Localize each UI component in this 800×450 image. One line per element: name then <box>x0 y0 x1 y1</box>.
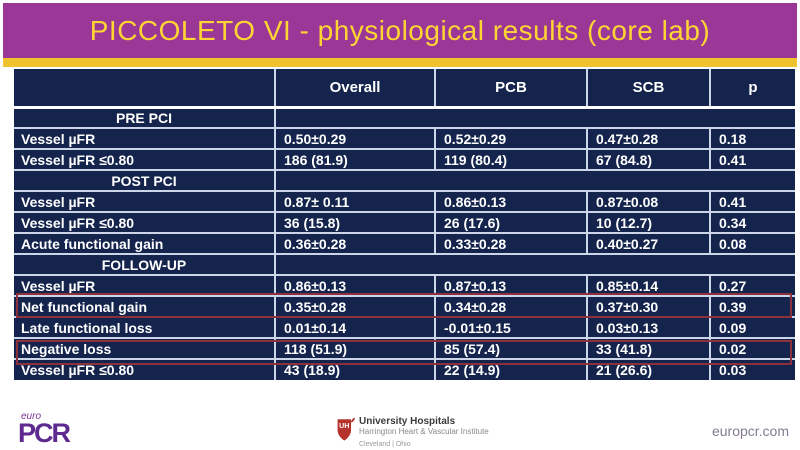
table-cell: 26 (17.6) <box>434 211 588 234</box>
page-title: PICCOLETO VI - physiological results (co… <box>89 14 711 46</box>
table-cell: 0.41 <box>709 190 795 213</box>
uh-shield-icon: UH <box>337 417 355 441</box>
table-cell: 0.85±0.14 <box>586 274 711 297</box>
table-cell: 0.18 <box>709 127 795 150</box>
table-cell: 0.35±0.28 <box>274 295 436 318</box>
row-label: Vessel µFR ≤0.80 <box>14 148 276 171</box>
table-cell: 0.03±0.13 <box>586 316 711 339</box>
svg-text:UH: UH <box>339 422 349 430</box>
table-cell: 0.87±0.08 <box>586 190 711 213</box>
row-label: FOLLOW-UP <box>14 253 276 276</box>
section-spacer-cell <box>274 253 795 276</box>
table-cell: 0.36±0.28 <box>274 232 436 255</box>
row-label: Vessel µFR <box>14 274 276 297</box>
table-header-row: Overall PCB SCB p <box>14 69 795 109</box>
europcr-website-text: europcr.com <box>711 423 789 439</box>
uh-logo-line1: University Hospitals <box>359 416 456 427</box>
table-cell: 118 (51.9) <box>274 337 436 360</box>
table-cell: 0.50±0.29 <box>274 127 436 150</box>
table-row: Vessel µFR ≤0.80 43 (18.9) 22 (14.9) 21 (26… <box>14 358 795 380</box>
row-label: POST PCI <box>14 169 276 192</box>
gold-divider <box>3 58 797 67</box>
table-cell: 0.09 <box>709 316 795 339</box>
table-cell: -0.01±0.15 <box>434 316 588 339</box>
europcr-logo-euro-text: euro <box>21 411 42 422</box>
table-cell: 21 (26.6) <box>586 358 711 380</box>
uh-logo-text: University Hospitals Harrington Heart & … <box>359 416 489 448</box>
row-label: Acute functional gain <box>14 232 276 255</box>
table-cell: 85 (57.4) <box>434 337 588 360</box>
university-hospitals-logo: UH University Hospitals Harrington Heart… <box>336 416 489 448</box>
table-cell: 0.03 <box>709 358 795 380</box>
table-row: Negative loss 118 (51.9) 85 (57.4) 33 (41.8… <box>14 337 795 360</box>
results-table: Overall PCB SCB p PRE PCI Vessel µFR 0.50±… <box>14 69 795 380</box>
section-header-row: PRE PCI <box>14 106 795 129</box>
section-header-row: FOLLOW-UP <box>14 253 795 276</box>
table-cell: 0.34±0.28 <box>434 295 588 318</box>
table-cell: 10 (12.7) <box>586 211 711 234</box>
table-cell: 0.40±0.27 <box>586 232 711 255</box>
table-cell: 22 (14.9) <box>434 358 588 380</box>
col-header-overall: Overall <box>274 69 436 109</box>
col-header-p: p <box>709 69 795 109</box>
table-row: Vessel µFR 0.87± 0.11 0.86±0.13 0.87±0.08 0.… <box>14 190 795 213</box>
row-label: Vessel µFR ≤0.80 <box>14 358 276 380</box>
table-cell: 0.86±0.13 <box>274 274 436 297</box>
table-cell: 186 (81.9) <box>274 148 436 171</box>
table-cell: 33 (41.8) <box>586 337 711 360</box>
col-header-pcb: PCB <box>434 69 588 109</box>
row-label: PRE PCI <box>14 106 276 129</box>
table-cell: 119 (80.4) <box>434 148 588 171</box>
table-cell: 0.01±0.14 <box>274 316 436 339</box>
table-cell: 67 (84.8) <box>586 148 711 171</box>
table-cell: 0.37±0.30 <box>586 295 711 318</box>
table-cell: 0.39 <box>709 295 795 318</box>
table-row: Vessel µFR 0.86±0.13 0.87±0.13 0.85±0.14 0.2… <box>14 274 795 297</box>
table-cell: 0.34 <box>709 211 795 234</box>
section-spacer-cell <box>274 169 795 192</box>
row-label: Late functional loss <box>14 316 276 339</box>
europcr-logo-pcr-text: PCR <box>18 418 71 448</box>
row-label: Vessel µFR <box>14 190 276 213</box>
section-header-row: POST PCI <box>14 169 795 192</box>
table-cell: 0.33±0.28 <box>434 232 588 255</box>
table-row: Acute functional gain 0.36±0.28 0.33±0.28 0… <box>14 232 795 255</box>
table-cell: 0.86±0.13 <box>434 190 588 213</box>
table-cell: 0.87± 0.11 <box>274 190 436 213</box>
table-row: Vessel µFR ≤0.80 186 (81.9) 119 (80.4) 67 (… <box>14 148 795 171</box>
table-cell: 0.08 <box>709 232 795 255</box>
table-row: Late functional loss 0.01±0.14 -0.01±0.15 0… <box>14 316 795 339</box>
slide-title-banner: PICCOLETO VI - physiological results (co… <box>3 3 797 58</box>
table-row: Vessel µFR 0.50±0.29 0.52±0.29 0.47±0.28 0.1… <box>14 127 795 150</box>
row-label: Negative loss <box>14 337 276 360</box>
table-cell: 0.41 <box>709 148 795 171</box>
table-cell: 0.52±0.29 <box>434 127 588 150</box>
col-header-empty <box>14 69 276 109</box>
table-cell: 0.02 <box>709 337 795 360</box>
row-label: Net functional gain <box>14 295 276 318</box>
col-header-scb: SCB <box>586 69 711 109</box>
table-body: PRE PCI Vessel µFR 0.50±0.29 0.52±0.29 0.47±… <box>14 106 795 380</box>
table-cell: 36 (15.8) <box>274 211 436 234</box>
europcr-logo: euro PCR <box>18 411 71 448</box>
row-label: Vessel µFR <box>14 127 276 150</box>
uh-logo-line3: Cleveland | Ohio <box>359 440 411 448</box>
section-spacer-cell <box>274 106 795 129</box>
table-cell: 0.27 <box>709 274 795 297</box>
uh-logo-line2: Harrington Heart & Vascular Institute <box>359 427 489 436</box>
table-row: Net functional gain 0.35±0.28 0.34±0.28 0.3… <box>14 295 795 318</box>
table-row: Vessel µFR ≤0.80 36 (15.8) 26 (17.6) 10 (12… <box>14 211 795 234</box>
row-label: Vessel µFR ≤0.80 <box>14 211 276 234</box>
table-cell: 0.47±0.28 <box>586 127 711 150</box>
table-cell: 0.87±0.13 <box>434 274 588 297</box>
table-cell: 43 (18.9) <box>274 358 436 380</box>
